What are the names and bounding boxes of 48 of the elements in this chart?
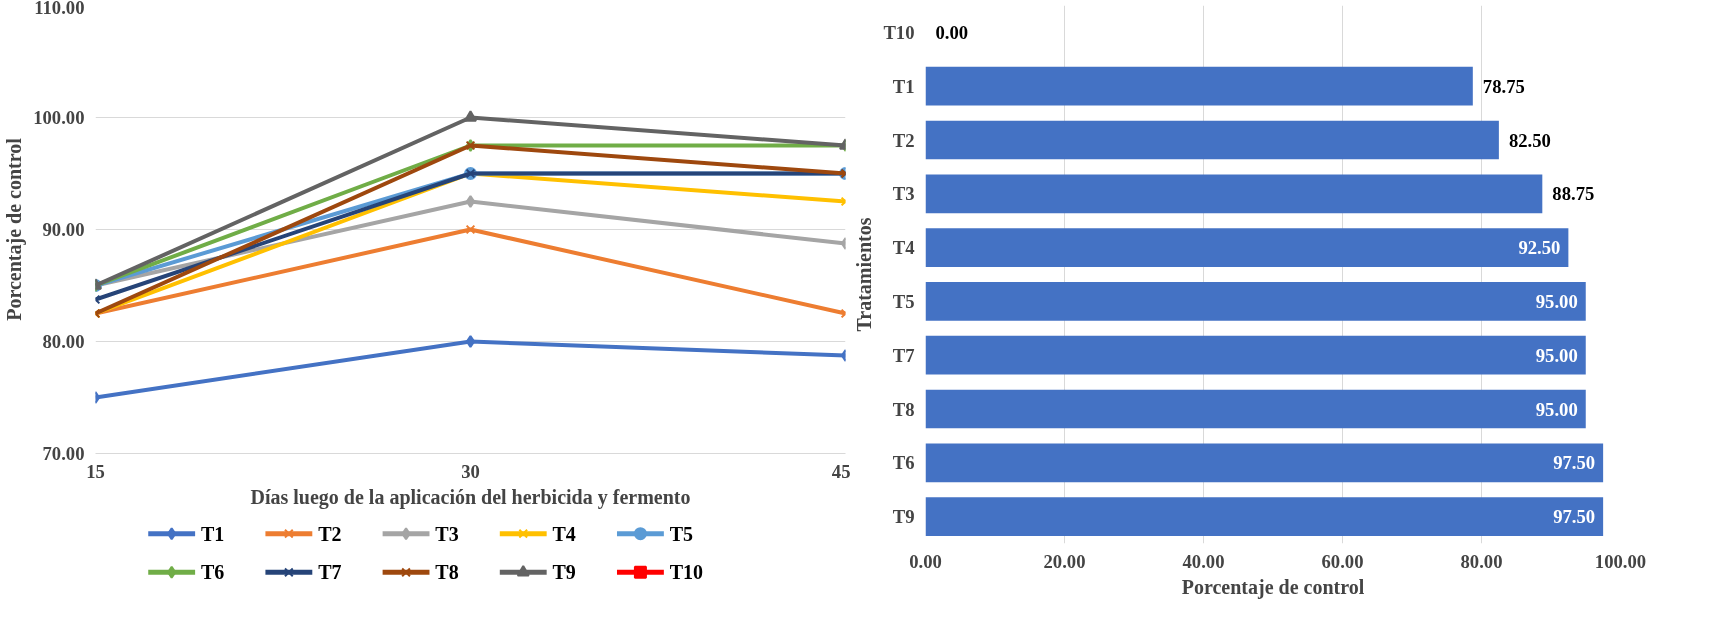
data-label: 82.50 bbox=[1508, 129, 1551, 151]
y-tick-label: T7 bbox=[892, 344, 915, 366]
x-tick-label: 100.00 bbox=[1594, 550, 1647, 572]
y-tick-label: 90.00 bbox=[42, 219, 85, 240]
data-label: 88.75 bbox=[1552, 183, 1595, 205]
legend-label: T10 bbox=[669, 561, 704, 584]
legend-label: T6 bbox=[200, 561, 225, 584]
y-tick-label: 80.00 bbox=[42, 331, 85, 352]
y-tick-label: T10 bbox=[883, 21, 915, 43]
x-tick-label: 40.00 bbox=[1182, 550, 1225, 572]
data-label: 95.00 bbox=[1535, 398, 1578, 420]
y-tick-label: T1 bbox=[892, 75, 915, 97]
data-label: 95.00 bbox=[1535, 290, 1578, 312]
legend-label: T7 bbox=[318, 561, 342, 584]
y-tick-label: T2 bbox=[892, 129, 915, 151]
legend-label: T4 bbox=[552, 522, 576, 545]
legend-label: T8 bbox=[435, 561, 459, 584]
legend-label: T3 bbox=[435, 522, 459, 545]
legend-label: T1 bbox=[200, 522, 225, 545]
y-tick-label: T4 bbox=[892, 237, 915, 259]
x-tick-label: 60.00 bbox=[1321, 550, 1364, 572]
legend-label: T9 bbox=[552, 561, 576, 584]
y-tick-label: T6 bbox=[892, 452, 915, 474]
x-tick-label: 15 bbox=[86, 460, 105, 482]
y-tick-label: T9 bbox=[892, 506, 915, 528]
x-tick-label: 20.00 bbox=[1043, 550, 1086, 572]
y-tick-label: T8 bbox=[892, 398, 915, 420]
x-tick-label: 0.00 bbox=[909, 550, 942, 572]
data-label: 92.50 bbox=[1518, 237, 1561, 259]
legend-label: T2 bbox=[318, 522, 342, 545]
data-label: 97.50 bbox=[1553, 452, 1596, 474]
data-label: 95.00 bbox=[1535, 344, 1578, 366]
y-tick-label: T5 bbox=[892, 290, 915, 312]
data-label: 0.00 bbox=[935, 21, 969, 43]
y-axis-title: Porcentaje de control bbox=[3, 137, 27, 321]
x-tick-label: 30 bbox=[461, 460, 480, 482]
y-tick-label: T3 bbox=[892, 183, 915, 205]
x-axis-title: Días luego de la aplicación del herbicida y fermento bbox=[250, 485, 691, 509]
x-tick-label: 80.00 bbox=[1460, 550, 1503, 572]
x-axis-title: Porcentaje de control bbox=[1181, 575, 1365, 599]
x-tick-label: 45 bbox=[831, 460, 851, 482]
y-tick-label: 100.00 bbox=[33, 107, 85, 128]
y-axis-title: Tratamientos bbox=[853, 217, 876, 332]
data-label: 97.50 bbox=[1553, 506, 1596, 528]
y-tick-label: 110.00 bbox=[34, 0, 85, 18]
y-tick-label: 70.00 bbox=[42, 443, 85, 464]
legend-label: T5 bbox=[669, 522, 694, 545]
data-label: 78.75 bbox=[1482, 75, 1525, 97]
